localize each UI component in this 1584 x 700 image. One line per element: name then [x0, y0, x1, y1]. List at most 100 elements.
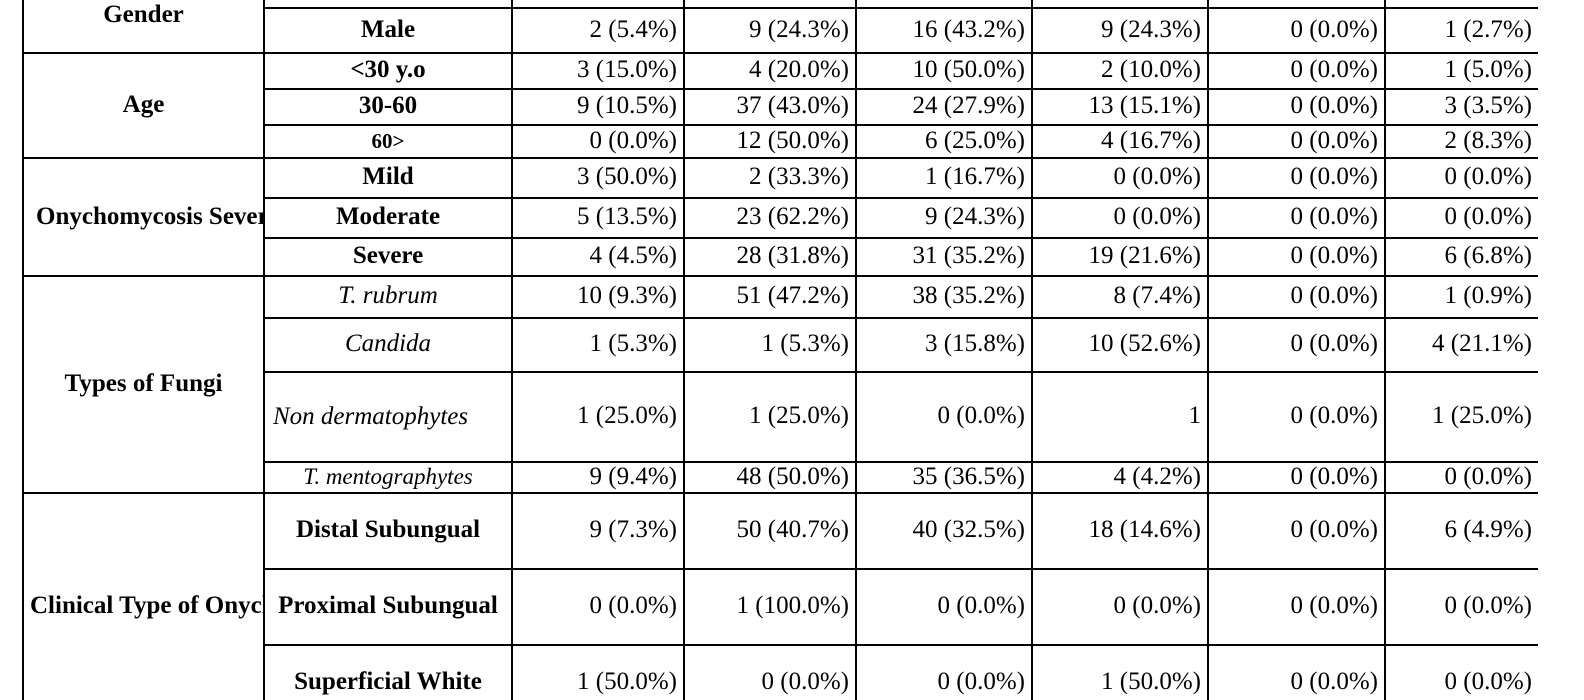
- row-label-candida: Candida: [263, 316, 513, 373]
- value-cell: 0 (0.0%): [511, 567, 685, 646]
- value-cell: 0 (0.0%): [1207, 236, 1386, 277]
- value-cell: 13 (15.1%): [1031, 87, 1209, 126]
- value-cell: 10 (50.0%): [855, 51, 1033, 90]
- value-cell: 0 (0.0%): [1207, 123, 1386, 159]
- value-cell: 0 (0.0%): [855, 370, 1033, 463]
- value-cell: 4 (20.0%): [683, 51, 857, 90]
- group-label-onychomycosis-severity: Onychomycosis Severity: [22, 156, 265, 277]
- value-cell: 1 (5.3%): [683, 316, 857, 373]
- value-cell: 0 (0.0%): [1207, 51, 1386, 90]
- value-cell: 0 (0.0%): [683, 643, 857, 700]
- value-cell: 40 (32.5%): [855, 491, 1033, 570]
- value-cell: 24 (27.9%): [855, 87, 1033, 126]
- value-cell: 9 (24.3%): [683, 6, 857, 54]
- value-cell: 0 (0.0%): [1384, 156, 1538, 199]
- value-cell: 9 (10.5%): [511, 87, 685, 126]
- value-cell: 37 (43.0%): [683, 87, 857, 126]
- value-cell: 10 (52.6%): [1031, 316, 1209, 373]
- value-cell: 4 (16.7%): [1031, 123, 1209, 159]
- row-label-30-y-o: <30 y.o: [263, 51, 513, 90]
- value-cell: 8 (7.4%): [1031, 274, 1209, 319]
- value-cell: [683, 0, 857, 9]
- row-label-female: Female: [263, 0, 513, 9]
- value-cell: 0 (0.0%): [1207, 567, 1386, 646]
- value-cell: 1 (50.0%): [1031, 643, 1209, 700]
- value-cell: 0 (0.0%): [1384, 643, 1538, 700]
- value-cell: 3 (50.0%): [511, 156, 685, 199]
- value-cell: 1 (25.0%): [1384, 370, 1538, 463]
- table-row: 30-60 9 (10.5%) 37 (43.0%) 24 (27.9%) 13 (15…: [23, 87, 1538, 126]
- row-label-t-rubrum: T. rubrum: [263, 274, 513, 319]
- value-cell: 1 (5.3%): [511, 316, 685, 373]
- value-cell: 2 (10.0%): [1031, 51, 1209, 90]
- value-cell: 0 (0.0%): [1384, 460, 1538, 494]
- value-cell: [511, 0, 685, 9]
- value-cell: 0 (0.0%): [1207, 87, 1386, 126]
- row-label-superficial-white: Superficial White: [263, 643, 513, 700]
- row-label-male: Male: [263, 6, 513, 54]
- value-cell: 51 (47.2%): [683, 274, 857, 319]
- value-cell: 0 (0.0%): [1207, 643, 1386, 700]
- value-cell: 6 (25.0%): [855, 123, 1033, 159]
- table-row: Moderate 5 (13.5%) 23 (62.2%) 9 (24.3%) 0 (0…: [23, 196, 1538, 239]
- value-cell: 23 (62.2%): [683, 196, 857, 239]
- table-row: Types of Fungi T. rubrum 10 (9.3%) 51 (47.2…: [22, 274, 1538, 494]
- value-cell: 38 (35.2%): [855, 274, 1033, 319]
- value-cell: 16 (43.2%): [855, 6, 1033, 54]
- row-label-30-60: 30-60: [263, 87, 513, 126]
- value-cell: 3 (15.8%): [855, 316, 1033, 373]
- table-viewport: GenderFemaleMale2 (5.4%)9 (24.3%)16 (43.…: [22, 0, 1538, 700]
- value-cell: 9 (24.3%): [1031, 6, 1209, 54]
- value-cell: 5 (13.5%): [511, 196, 685, 239]
- value-cell: 2 (8.3%): [1384, 123, 1538, 159]
- value-cell: 0 (0.0%): [1031, 196, 1209, 239]
- results-table: GenderFemaleMale2 (5.4%)9 (24.3%)16 (43.…: [22, 0, 1538, 700]
- row-label-t-mentographytes: T. mentographytes: [263, 460, 513, 494]
- value-cell: 0 (0.0%): [1384, 567, 1538, 646]
- value-cell: 0 (0.0%): [1207, 460, 1386, 494]
- value-cell: 1 (0.9%): [1384, 274, 1538, 319]
- value-cell: 0 (0.0%): [855, 567, 1033, 646]
- table-row: T. mentographytes 9 (9.4%) 48 (50.0%) 35 (3…: [23, 460, 1538, 494]
- value-cell: 0 (0.0%): [1207, 156, 1386, 199]
- value-cell: 3 (15.0%): [511, 51, 685, 90]
- table-row: 60> 0 (0.0%) 12 (50.0%) 6 (25.0%) 4 (16.7%) 0…: [23, 123, 1538, 159]
- value-cell: 0 (0.0%): [1031, 156, 1209, 199]
- table-row: Proximal Subungual 0 (0.0%) 1 (100.0%) 0 (0…: [23, 567, 1538, 646]
- value-cell: 19 (21.6%): [1031, 236, 1209, 277]
- table-row: GenderFemale: [22, 0, 1538, 54]
- value-cell: 9 (9.4%): [511, 460, 685, 494]
- table-body: GenderFemaleMale2 (5.4%)9 (24.3%)16 (43.…: [22, 0, 1538, 700]
- table-row: Age <30 y.o 3 (15.0%) 4 (20.0%) 10 (50.0%) 2 …: [22, 51, 1538, 159]
- value-cell: 0 (0.0%): [1384, 196, 1538, 239]
- row-label-non-dermatophytes: Non dermatophytes: [263, 370, 513, 463]
- value-cell: 4 (21.1%): [1384, 316, 1538, 373]
- value-cell: 10 (9.3%): [511, 274, 685, 319]
- value-cell: 0 (0.0%): [1207, 274, 1386, 319]
- group-label-age: Age: [22, 51, 265, 159]
- row-label-mild: Mild: [263, 156, 513, 199]
- value-cell: 28 (31.8%): [683, 236, 857, 277]
- value-cell: 4 (4.5%): [511, 236, 685, 277]
- table-row: Clinical Type of OnychomycosisDistal Sub…: [22, 491, 1538, 700]
- table-row: Candida 1 (5.3%) 1 (5.3%) 3 (15.8%) 10 (52.6…: [23, 316, 1538, 373]
- value-cell: 1 (25.0%): [683, 370, 857, 463]
- value-cell: 4 (4.2%): [1031, 460, 1209, 494]
- value-cell: 2 (5.4%): [511, 6, 685, 54]
- value-cell: 31 (35.2%): [855, 236, 1033, 277]
- value-cell: 0 (0.0%): [855, 643, 1033, 700]
- table-row: Non dermatophytes 1 (25.0%) 1 (25.0%) 0 (0.…: [23, 370, 1538, 463]
- value-cell: [1031, 0, 1209, 9]
- value-cell: 3 (3.5%): [1384, 87, 1538, 126]
- value-cell: 1 (100.0%): [683, 567, 857, 646]
- value-cell: 1 (5.0%): [1384, 51, 1538, 90]
- value-cell: 0 (0.0%): [1207, 491, 1386, 570]
- value-cell: 18 (14.6%): [1031, 491, 1209, 570]
- table-row: Male 2 (5.4%) 9 (24.3%) 16 (43.2%) 9 (24.3%)…: [23, 6, 1538, 54]
- value-cell: 9 (24.3%): [855, 196, 1033, 239]
- value-cell: 12 (50.0%): [683, 123, 857, 159]
- value-cell: 1: [1031, 370, 1209, 463]
- value-cell: [1207, 0, 1386, 9]
- value-cell: 1 (50.0%): [511, 643, 685, 700]
- value-cell: 6 (4.9%): [1384, 491, 1538, 570]
